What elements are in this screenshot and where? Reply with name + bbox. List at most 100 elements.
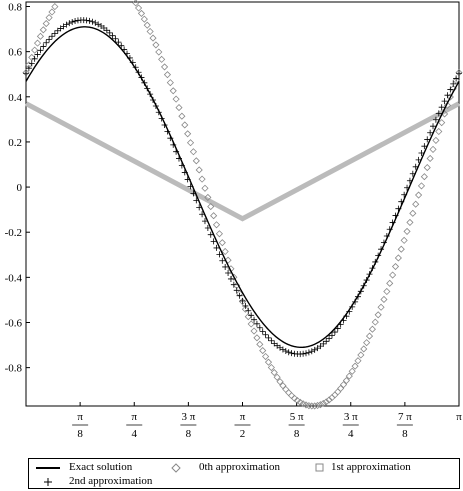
series-point-zeroth-approximation	[247, 320, 255, 328]
series-point-second-approximation	[69, 18, 76, 25]
series-point-zeroth-approximation	[48, 8, 56, 16]
series-point-zeroth-approximation	[140, 15, 148, 23]
series-point-zeroth-approximation	[374, 311, 382, 319]
series-point-zeroth-approximation	[256, 340, 264, 348]
series-point-second-approximation	[320, 340, 327, 347]
series-point-second-approximation	[46, 36, 53, 43]
series-point-zeroth-approximation	[406, 218, 414, 226]
series-point-second-approximation	[262, 331, 269, 338]
y-tick-label: -0.6	[5, 317, 23, 329]
series-point-second-approximation	[66, 20, 73, 27]
x-tick-numerator: 3 π	[181, 411, 195, 423]
series-point-zeroth-approximation	[195, 166, 203, 174]
y-tick-label: -0.4	[5, 272, 23, 284]
series-point-zeroth-approximation	[282, 385, 290, 393]
series-point-second-approximation	[213, 244, 220, 251]
series-point-zeroth-approximation	[429, 145, 437, 153]
series-point-zeroth-approximation	[377, 303, 385, 311]
x-tick-numerator: π	[240, 411, 246, 423]
series-point-second-approximation	[453, 75, 460, 82]
series-point-second-approximation	[424, 136, 431, 143]
series-line-first-approximation	[24, 101, 461, 222]
series-point-zeroth-approximation	[169, 87, 177, 95]
series-point-zeroth-approximation	[244, 313, 252, 321]
series-point-zeroth-approximation	[270, 368, 278, 377]
series-point-second-approximation	[265, 334, 272, 341]
series-point-second-approximation	[432, 116, 439, 123]
series-point-zeroth-approximation	[253, 334, 261, 342]
series-point-second-approximation	[216, 251, 223, 258]
series-point-second-approximation	[242, 302, 249, 309]
series-point-zeroth-approximation	[42, 20, 50, 28]
series-point-second-approximation	[48, 33, 55, 40]
series-point-second-approximation	[109, 32, 116, 39]
series-point-zeroth-approximation	[267, 363, 275, 372]
legend: Exact solution 0th approximation 1st app…	[28, 458, 460, 489]
series-point-zeroth-approximation	[348, 367, 356, 375]
series-point-second-approximation	[256, 324, 263, 331]
series-point-second-approximation	[456, 70, 462, 77]
series-point-zeroth-approximation	[31, 46, 39, 54]
x-tick-numerator: 3 π	[344, 411, 358, 423]
series-point-zeroth-approximation	[443, 101, 452, 109]
x-tick-denominator: 4	[132, 428, 138, 440]
x-tick-numerator: π	[456, 411, 462, 423]
series-point-zeroth-approximation	[184, 130, 192, 138]
series-point-second-approximation	[103, 27, 110, 34]
series-point-zeroth-approximation	[389, 271, 397, 279]
series-point-second-approximation	[89, 18, 96, 25]
series-point-zeroth-approximation	[357, 351, 365, 359]
series-point-zeroth-approximation	[325, 396, 333, 404]
series-point-zeroth-approximation	[250, 327, 258, 335]
series-point-second-approximation	[251, 316, 258, 323]
legend-line-swatch	[36, 467, 60, 469]
series-point-zeroth-approximation	[371, 318, 379, 326]
series-point-zeroth-approximation	[400, 236, 408, 244]
series-point-zeroth-approximation	[313, 401, 322, 410]
series-point-second-approximation	[421, 143, 428, 150]
x-tick-numerator: π	[131, 411, 137, 423]
series-point-zeroth-approximation	[241, 305, 249, 313]
series-point-zeroth-approximation	[224, 256, 232, 264]
series-point-zeroth-approximation	[334, 388, 342, 396]
x-tick-numerator: π	[77, 411, 83, 423]
series-point-zeroth-approximation	[412, 200, 420, 208]
legend-diamond-icon	[171, 463, 181, 473]
series-point-zeroth-approximation	[311, 402, 319, 410]
series-point-zeroth-approximation	[391, 262, 400, 271]
x-tick-numerator: 5 π	[290, 411, 304, 423]
x-tick-denominator: 8	[402, 428, 408, 440]
series-point-zeroth-approximation	[305, 402, 313, 410]
series-point-zeroth-approximation	[178, 112, 186, 120]
series-point-second-approximation	[285, 349, 292, 356]
series-point-second-approximation	[245, 307, 252, 314]
series-point-second-approximation	[23, 70, 29, 77]
series-point-zeroth-approximation	[368, 325, 376, 333]
series-point-zeroth-approximation	[403, 227, 411, 235]
series-point-zeroth-approximation	[426, 154, 434, 163]
series-point-second-approximation	[34, 51, 41, 58]
series-point-zeroth-approximation	[36, 32, 44, 40]
series-point-zeroth-approximation	[264, 358, 273, 366]
series-point-zeroth-approximation	[293, 396, 301, 405]
series-point-zeroth-approximation	[28, 53, 36, 61]
x-tick-denominator: 8	[186, 428, 192, 440]
series-point-zeroth-approximation	[210, 212, 218, 220]
series-point-zeroth-approximation	[279, 382, 287, 390]
series-point-zeroth-approximation	[432, 136, 440, 144]
series-point-second-approximation	[31, 55, 38, 62]
series-point-zeroth-approximation	[158, 55, 166, 63]
series-point-zeroth-approximation	[181, 121, 189, 129]
y-tick-label: 0.4	[8, 92, 22, 104]
series-point-zeroth-approximation	[322, 398, 330, 406]
series-point-zeroth-approximation	[166, 79, 174, 87]
series-point-zeroth-approximation	[262, 352, 270, 361]
series-point-second-approximation	[450, 80, 457, 87]
series-point-second-approximation	[204, 224, 211, 231]
y-tick-label: -0.8	[5, 363, 23, 375]
series-point-second-approximation	[239, 297, 246, 304]
series-point-second-approximation	[308, 348, 315, 355]
series-point-zeroth-approximation	[397, 245, 405, 253]
series-point-second-approximation	[282, 348, 289, 355]
series-point-zeroth-approximation	[45, 14, 53, 22]
